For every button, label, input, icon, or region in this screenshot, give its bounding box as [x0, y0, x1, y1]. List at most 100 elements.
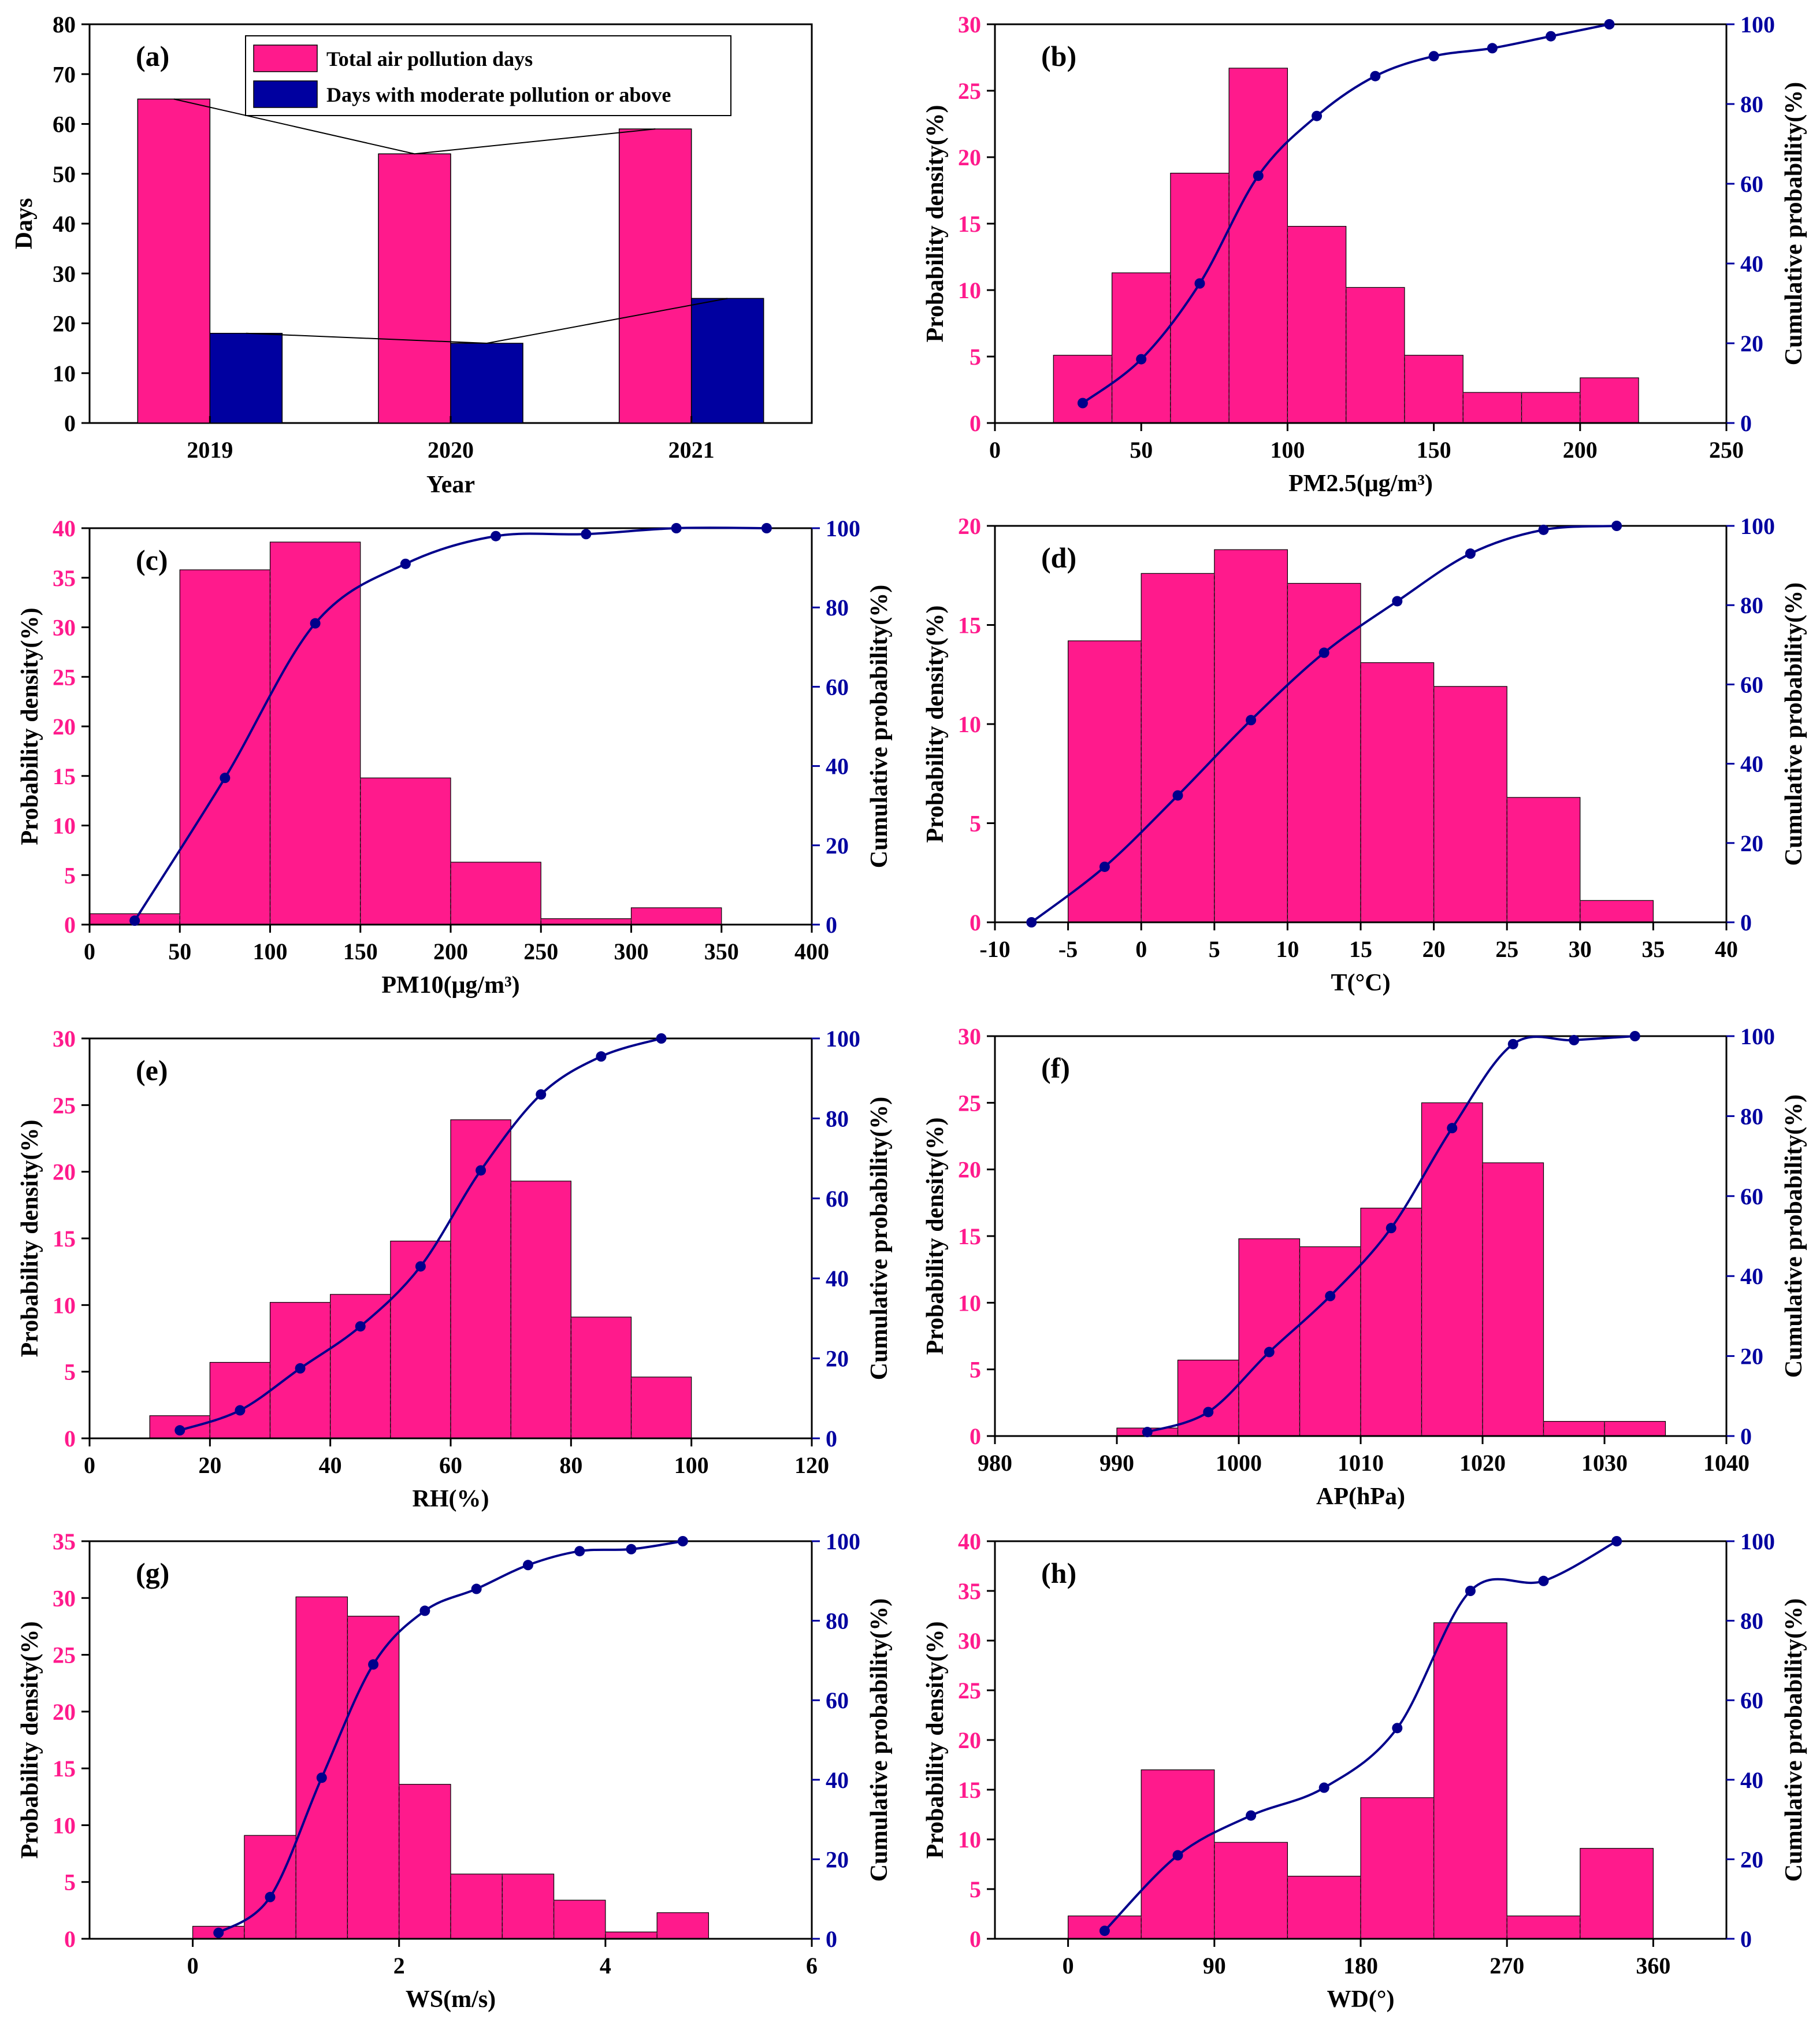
cumulative-point-b-3 — [1253, 170, 1264, 181]
cumulative-point-b-7 — [1487, 43, 1498, 54]
cumulative-point-h-1 — [1172, 1850, 1183, 1861]
cumulative-point-h-5 — [1465, 1586, 1476, 1596]
panel-g: 0 5 10 15 20 25 30 35 0 20 40 60 80 100 0 2 4 6 WS(m/s) Pro… — [17, 1528, 893, 2013]
x-tick-label: 200 — [433, 938, 468, 964]
bar-g-6 — [502, 1873, 555, 1939]
cumulative-point-d-3 — [1246, 715, 1257, 726]
bar-d-3 — [1287, 583, 1361, 923]
bar-f-6 — [1482, 1162, 1544, 1437]
bar-e-7 — [570, 1316, 632, 1439]
cumulative-point-h-4 — [1392, 1723, 1403, 1734]
legend-label: Total air pollution days — [326, 47, 533, 71]
y-axis-label: Days — [11, 198, 38, 250]
bar-d-7 — [1580, 900, 1654, 923]
bar-h-6 — [1506, 1915, 1581, 1939]
y2-tick-label: 100 — [1740, 12, 1775, 38]
y2-tick-label: 20 — [1740, 1846, 1763, 1872]
x-tick-label: 30 — [1569, 936, 1592, 962]
panel-e: 0 5 10 15 20 25 30 0 20 40 60 80 100 0 20 40 60 80 100 120 R… — [17, 1026, 893, 1512]
y2-tick-label: 0 — [1740, 910, 1752, 936]
bar-f-7 — [1543, 1421, 1605, 1437]
bar-g-2 — [295, 1596, 348, 1939]
cumulative-curve-h — [1104, 1540, 1618, 1932]
x-tick-label: 150 — [1417, 437, 1451, 463]
bar-g-8 — [605, 1931, 658, 1939]
x-tick-label: 980 — [978, 1450, 1012, 1476]
cumulative-point-f-4 — [1386, 1223, 1396, 1234]
x-tick-label: 180 — [1343, 1953, 1378, 1979]
x-tick-label: 80 — [559, 1452, 582, 1478]
bar-h-3 — [1287, 1876, 1361, 1939]
cumulative-point-e-2 — [295, 1363, 306, 1374]
y-tick-label: 10 — [53, 1812, 76, 1838]
bar-e-6 — [510, 1181, 571, 1439]
y-tick-label: 35 — [958, 1578, 981, 1604]
y2-tick-label: 20 — [1740, 1344, 1763, 1370]
cumulative-point-e-6 — [536, 1089, 547, 1100]
cumulative-point-c-6 — [671, 523, 682, 533]
y2-axis-label: Cumulative probability(%) — [1781, 583, 1807, 866]
x-tick-label: 1010 — [1338, 1450, 1384, 1476]
cumulative-point-h-0 — [1099, 1925, 1110, 1936]
cumulative-point-g-6 — [522, 1560, 533, 1571]
y-tick-label: 30 — [958, 12, 981, 38]
x-tick-label: 0 — [187, 1953, 199, 1979]
panel-h: 0 5 10 15 20 25 30 35 40 0 20 40 60 80 100 0 90 180 270 360… — [922, 1528, 1807, 2013]
y-tick-label: 0 — [970, 1423, 981, 1449]
y-tick-label: 25 — [958, 1678, 981, 1704]
y-tick-label: 70 — [53, 61, 76, 87]
bar-a-0-1 — [378, 153, 451, 424]
y2-axis-label: Cumulative probability(%) — [866, 585, 893, 868]
y-tick-label: 15 — [958, 211, 981, 237]
bar-e-3 — [330, 1294, 391, 1439]
y-tick-label: 35 — [53, 1528, 76, 1554]
cumulative-point-b-5 — [1370, 71, 1381, 81]
cumulative-point-f-8 — [1629, 1031, 1640, 1041]
y2-tick-label: 20 — [826, 1846, 849, 1872]
legend-swatch — [253, 80, 318, 108]
bar-f-2 — [1238, 1238, 1301, 1437]
y2-tick-label: 40 — [1740, 251, 1763, 277]
x-tick-label: 0 — [84, 1452, 95, 1478]
cumulative-point-b-4 — [1312, 110, 1323, 121]
y-tick-label: 25 — [53, 1092, 76, 1118]
x-tick-label: 0 — [1135, 936, 1147, 962]
x-tick-label: 0 — [1063, 1953, 1074, 1979]
cumulative-point-g-4 — [419, 1605, 430, 1616]
bar-b-7 — [1462, 392, 1522, 424]
cumulative-point-c-3 — [400, 558, 411, 569]
y-tick-label: 0 — [970, 410, 981, 436]
cumulative-point-f-6 — [1507, 1038, 1518, 1049]
cumulative-point-f-1 — [1203, 1407, 1214, 1418]
panel-label: (h) — [1041, 1557, 1076, 1589]
y-tick-label: 5 — [64, 1869, 76, 1895]
panel-label: (g) — [136, 1557, 169, 1589]
y2-axis-label: Cumulative probability(%) — [1781, 1095, 1807, 1378]
cumulative-curve-b — [1082, 23, 1610, 405]
cumulative-point-e-4 — [415, 1261, 426, 1272]
x-tick-label: 200 — [1563, 437, 1598, 463]
bar-g-5 — [450, 1873, 503, 1939]
x-tick-label: 100 — [674, 1452, 709, 1478]
y2-tick-label: 0 — [1740, 1423, 1752, 1449]
x-tick-label: 60 — [439, 1452, 462, 1478]
bar-f-4 — [1360, 1207, 1422, 1437]
y-tick-label: 40 — [53, 211, 76, 237]
y-tick-label: 5 — [970, 344, 981, 370]
y-axis-label: Probability density(%) — [922, 1621, 949, 1858]
x-tick-label: 4 — [600, 1953, 611, 1979]
panel-b: 0 5 10 15 20 25 30 0 20 40 60 80 100 0 50 100 150 200 250 P… — [922, 12, 1807, 497]
y-tick-label: 20 — [958, 513, 981, 539]
bar-f-1 — [1177, 1359, 1239, 1437]
y-tick-label: 30 — [53, 1026, 76, 1052]
y2-axis-label: Cumulative probability(%) — [866, 1097, 893, 1380]
y-tick-label: 20 — [53, 311, 76, 337]
cumulative-point-c-0 — [129, 915, 140, 926]
y2-tick-label: 100 — [1740, 1528, 1775, 1554]
y2-tick-label: 100 — [826, 515, 860, 541]
y2-tick-label: 40 — [826, 1266, 849, 1292]
legend-label: Days with moderate pollution or above — [326, 83, 671, 106]
bar-h-7 — [1580, 1847, 1654, 1939]
y2-tick-label: 20 — [826, 1346, 849, 1372]
cumulative-point-d-4 — [1318, 647, 1329, 658]
